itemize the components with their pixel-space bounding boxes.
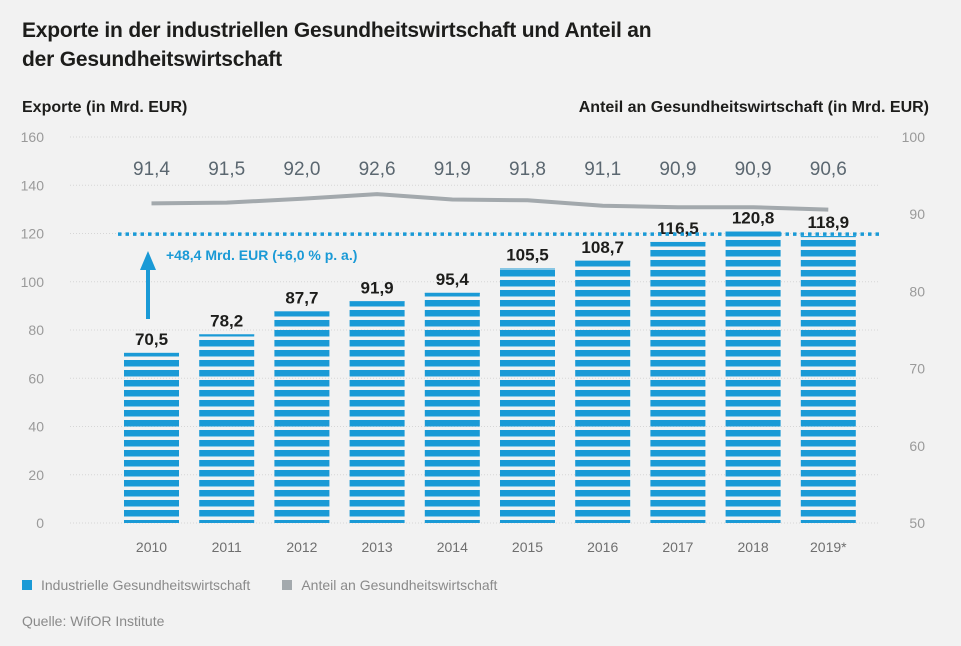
share-value-label: 91,4 [133,159,170,180]
share-line [151,192,829,212]
chart-title-line-1: Exporte in der industriellen Gesundheits… [22,19,652,42]
right-tick-label: 60 [909,438,925,454]
share-value-label: 90,9 [735,159,772,180]
chart-title: Exporte in der industriellen Gesundheits… [22,16,922,74]
left-tick-label: 160 [21,129,45,145]
bar-value-label: 118,9 [807,213,849,232]
bar [725,231,781,523]
share-value-label: 91,8 [509,159,546,180]
bar [575,260,631,523]
x-tick-label: 2019* [810,539,847,555]
chart-title-line-2: der Gesundheitswirtschaft [22,48,282,71]
growth-arrow-head [140,251,156,270]
left-tick-label: 120 [21,226,45,242]
legend: Industrielle Gesundheitswirtschaft Antei… [22,577,497,593]
bar [500,268,555,523]
share-value-label: 91,1 [584,159,621,180]
bar [274,311,330,523]
legend-item-exports: Industrielle Gesundheitswirtschaft [22,577,250,593]
legend-swatch-share [282,580,293,590]
bar-value-label: 70,5 [135,330,168,349]
share-value-label: 90,6 [810,159,847,180]
left-tick-label: 60 [28,370,44,386]
bar-value-label: 91,9 [361,278,394,297]
left-tick-label: 80 [28,322,44,338]
left-tick-label: 0 [36,515,44,531]
legend-label-exports: Industrielle Gesundheitswirtschaft [41,577,251,593]
left-tick-label: 20 [28,467,44,483]
left-tick-label: 140 [21,177,45,193]
bar [424,292,480,523]
legend-swatch-exports [22,580,32,590]
left-tick-label: 40 [28,419,44,435]
right-axis-title: Anteil an Gesundheitswirtschaft (in Mrd.… [578,99,929,116]
legend-item-share: Anteil an Gesundheitswirtschaft [282,577,497,593]
bar [124,352,179,523]
bar-value-label: 116,5 [657,219,699,238]
bar [349,301,405,523]
share-value-label: 91,5 [208,159,245,180]
bar-value-label: 95,4 [436,270,470,289]
bar-value-label: 108,7 [581,238,624,257]
right-tick-label: 50 [909,515,925,531]
bar-value-label: 105,5 [506,245,549,264]
right-tick-label: 90 [909,206,925,222]
left-axis-title: Exporte (in Mrd. EUR) [22,99,188,116]
x-tick-label: 2012 [286,539,317,555]
x-tick-label: 2010 [136,539,167,555]
right-tick-label: 70 [909,361,925,377]
bar-value-label: 87,7 [285,288,318,307]
x-tick-label: 2014 [437,539,468,555]
right-tick-label: 100 [902,129,926,145]
source-note: Quelle: WifOR Institute [22,613,165,629]
growth-annotation: +48,4 Mrd. EUR (+6,0 % p. a.) [166,247,357,263]
x-tick-label: 2011 [212,539,242,555]
x-tick-label: 2013 [362,539,393,555]
bar [199,334,255,523]
bar [650,241,706,523]
left-tick-label: 100 [21,274,45,290]
x-tick-label: 2017 [662,539,693,555]
right-tick-label: 80 [909,283,925,299]
share-value-label: 92,0 [283,159,320,180]
x-tick-label: 2015 [512,539,543,555]
x-tick-label: 2016 [587,539,618,555]
x-tick-label: 2018 [738,539,769,555]
bar-value-label: 78,2 [210,311,243,330]
bar [800,236,856,523]
legend-label-share: Anteil an Gesundheitswirtschaft [301,577,498,593]
bar-value-label: 120,8 [732,209,775,228]
share-value-label: 90,9 [659,159,696,180]
share-value-label: 91,9 [434,159,471,180]
share-value-label: 92,6 [359,159,396,180]
